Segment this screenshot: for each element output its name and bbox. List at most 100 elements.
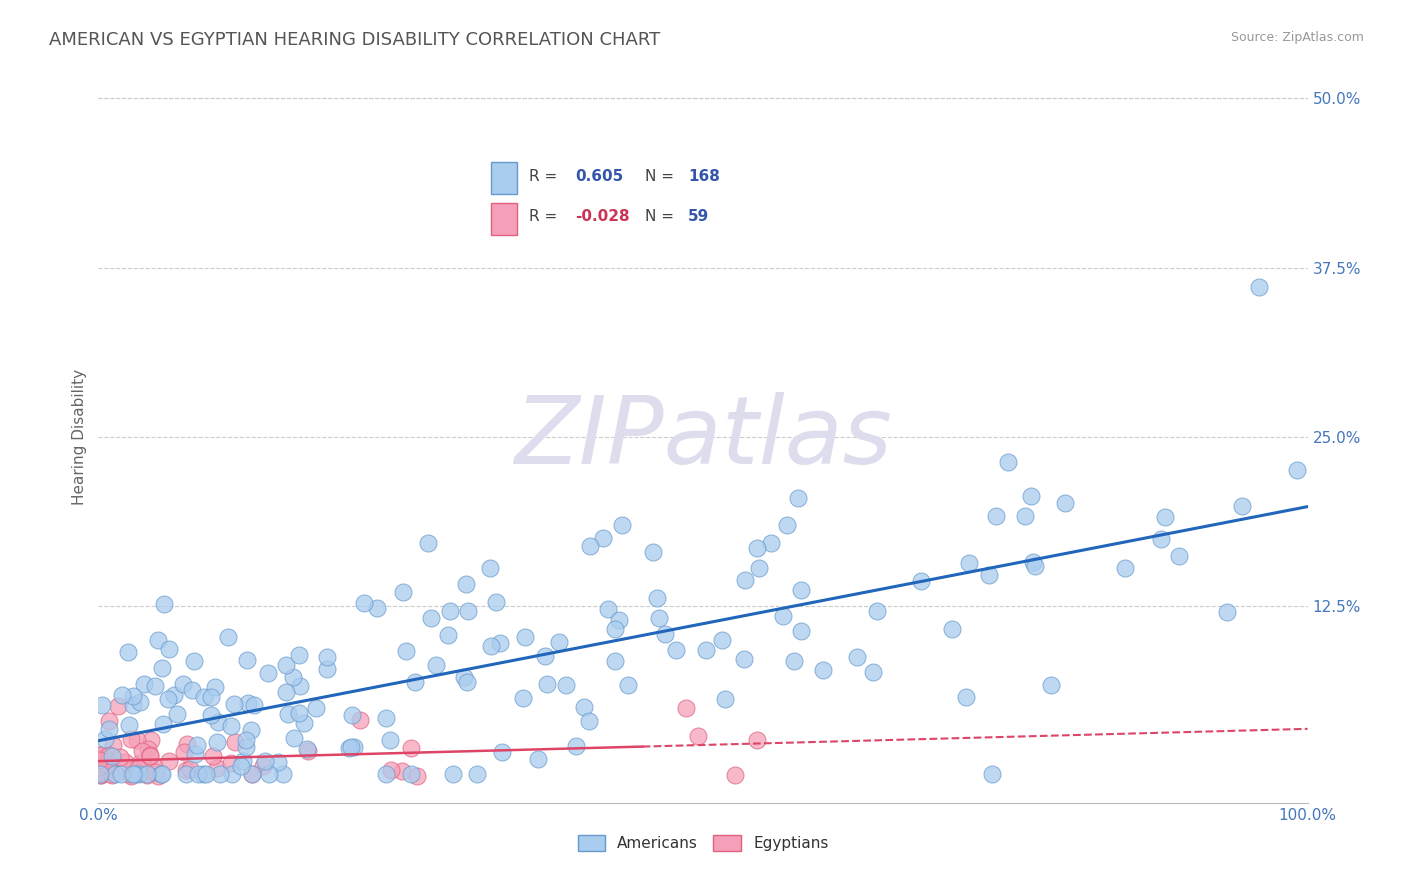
Text: Source: ZipAtlas.com: Source: ZipAtlas.com	[1230, 31, 1364, 45]
Point	[108, 750, 131, 764]
Point	[578, 714, 600, 728]
Point	[641, 545, 664, 559]
Point	[772, 609, 794, 624]
Point	[572, 699, 595, 714]
Point	[776, 518, 799, 533]
Point	[955, 690, 977, 704]
Point	[217, 631, 239, 645]
Point	[957, 556, 980, 570]
Point	[465, 767, 488, 781]
Point	[201, 748, 224, 763]
Point	[121, 762, 143, 776]
Point	[150, 660, 173, 674]
Point	[406, 768, 429, 782]
Point	[87, 760, 110, 774]
Point	[555, 678, 578, 692]
Y-axis label: Hearing Disability: Hearing Disability	[72, 369, 87, 505]
Point	[254, 754, 277, 768]
Point	[479, 639, 502, 653]
Point	[257, 767, 280, 781]
Point	[488, 636, 510, 650]
Point	[1019, 490, 1042, 504]
Point	[101, 738, 124, 752]
Point	[380, 764, 402, 778]
Point	[714, 692, 737, 706]
Point	[127, 732, 149, 747]
Point	[485, 595, 508, 609]
Point	[297, 744, 319, 758]
Point	[391, 764, 413, 778]
Point	[733, 652, 755, 666]
Point	[1230, 500, 1253, 514]
Point	[1285, 463, 1308, 477]
Point	[181, 682, 204, 697]
Point	[221, 767, 243, 781]
Point	[276, 685, 298, 699]
Point	[1053, 496, 1076, 510]
Point	[512, 690, 534, 705]
Point	[695, 643, 717, 657]
Point	[439, 604, 461, 618]
Point	[173, 745, 195, 759]
Point	[163, 688, 186, 702]
Point	[316, 662, 339, 676]
Point	[152, 597, 174, 611]
Point	[176, 767, 198, 781]
Point	[97, 723, 120, 737]
Point	[745, 733, 768, 747]
Point	[1154, 509, 1177, 524]
Point	[89, 747, 111, 762]
Point	[110, 767, 132, 781]
Point	[146, 633, 169, 648]
Point	[457, 604, 479, 618]
Point	[97, 714, 120, 728]
Point	[156, 691, 179, 706]
Point	[288, 679, 311, 693]
Point	[240, 723, 263, 738]
Point	[204, 681, 226, 695]
Point	[235, 733, 257, 747]
Point	[274, 658, 297, 673]
Point	[340, 707, 363, 722]
Point	[121, 698, 143, 712]
Point	[734, 573, 756, 587]
Point	[315, 649, 337, 664]
Point	[174, 764, 197, 778]
Point	[1114, 561, 1136, 575]
Point	[603, 654, 626, 668]
Point	[862, 665, 884, 679]
Point	[454, 577, 477, 591]
Point	[997, 455, 1019, 469]
Point	[425, 657, 447, 672]
Point	[219, 719, 242, 733]
Point	[865, 605, 887, 619]
Point	[207, 735, 229, 749]
Point	[747, 541, 769, 556]
Point	[96, 758, 118, 772]
Point	[89, 767, 111, 781]
Point	[456, 675, 478, 690]
Point	[366, 600, 388, 615]
Point	[419, 611, 441, 625]
Point	[647, 591, 669, 606]
Point	[287, 706, 309, 721]
Point	[229, 758, 252, 772]
Point	[283, 670, 305, 684]
Point	[184, 747, 207, 761]
Point	[90, 767, 112, 781]
Point	[157, 755, 180, 769]
Point	[89, 765, 111, 780]
Point	[536, 677, 558, 691]
Point	[104, 767, 127, 781]
Point	[1040, 678, 1063, 692]
Point	[980, 767, 1002, 781]
Text: ZIPatlas: ZIPatlas	[515, 392, 891, 483]
Point	[491, 745, 513, 759]
Point	[1150, 532, 1173, 546]
Point	[675, 701, 697, 715]
Point	[219, 756, 242, 771]
Point	[534, 649, 557, 664]
Point	[724, 768, 747, 782]
Point	[846, 649, 869, 664]
Point	[399, 767, 422, 781]
